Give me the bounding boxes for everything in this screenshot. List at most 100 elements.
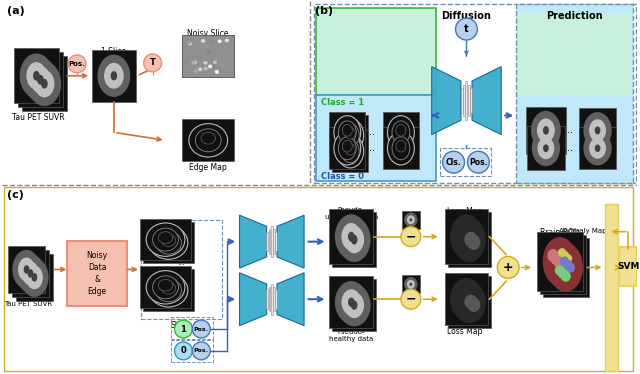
Ellipse shape [193, 61, 197, 64]
FancyBboxPatch shape [67, 240, 127, 306]
Ellipse shape [345, 128, 355, 139]
Ellipse shape [17, 254, 45, 293]
Bar [22, 56, 67, 111]
Ellipse shape [213, 60, 217, 64]
Ellipse shape [225, 39, 229, 42]
Text: Edge Map: Edge Map [189, 163, 227, 172]
Ellipse shape [563, 259, 572, 270]
Ellipse shape [407, 280, 415, 289]
Circle shape [467, 151, 490, 173]
Ellipse shape [20, 258, 49, 297]
Ellipse shape [396, 125, 406, 136]
Ellipse shape [20, 53, 53, 98]
Bar [332, 279, 376, 331]
Bar [332, 212, 376, 267]
Ellipse shape [201, 39, 205, 43]
Ellipse shape [188, 42, 192, 46]
FancyBboxPatch shape [518, 13, 632, 95]
Circle shape [175, 342, 193, 360]
Bar [182, 35, 234, 77]
Bar [527, 126, 564, 170]
Bar [579, 108, 616, 153]
Ellipse shape [152, 276, 179, 299]
Bar [445, 209, 488, 264]
FancyBboxPatch shape [620, 246, 637, 286]
Ellipse shape [543, 126, 549, 135]
Circle shape [497, 257, 519, 278]
Ellipse shape [392, 137, 410, 160]
Bar [143, 222, 195, 263]
Bar [266, 232, 268, 251]
Bar [330, 209, 373, 264]
Ellipse shape [407, 215, 415, 224]
Ellipse shape [31, 273, 37, 282]
Bar [332, 114, 368, 156]
Ellipse shape [351, 301, 358, 310]
Ellipse shape [464, 295, 477, 309]
Text: (c): (c) [6, 190, 24, 200]
Text: Tau PET SUVR: Tau PET SUVR [4, 301, 52, 307]
Ellipse shape [342, 125, 352, 136]
Ellipse shape [33, 71, 40, 81]
Text: −: − [406, 230, 416, 243]
Ellipse shape [564, 254, 572, 263]
Ellipse shape [538, 137, 554, 159]
Text: T: T [150, 58, 156, 67]
Bar [383, 111, 419, 153]
Ellipse shape [208, 65, 212, 68]
Circle shape [175, 320, 193, 338]
Text: Noisy
Data
&
Edge: Noisy Data & Edge [86, 251, 108, 295]
Ellipse shape [191, 61, 195, 65]
Ellipse shape [561, 251, 569, 260]
Bar [273, 287, 275, 312]
Bar [275, 289, 277, 309]
Ellipse shape [467, 235, 481, 250]
FancyBboxPatch shape [317, 8, 436, 95]
Circle shape [193, 342, 210, 360]
Bar [330, 276, 373, 328]
Text: Class = 0: Class = 0 [321, 172, 364, 181]
Ellipse shape [195, 129, 221, 152]
Ellipse shape [204, 45, 209, 48]
Ellipse shape [158, 279, 173, 291]
Ellipse shape [26, 266, 43, 289]
Text: (a): (a) [6, 6, 24, 16]
Ellipse shape [161, 235, 176, 246]
Bar [465, 81, 467, 120]
Bar [266, 289, 268, 309]
Bar [12, 249, 49, 297]
Ellipse shape [450, 278, 483, 321]
Bar [271, 284, 273, 315]
Ellipse shape [161, 282, 176, 294]
Text: Tau PET SUVR: Tau PET SUVR [12, 113, 65, 122]
Ellipse shape [558, 268, 568, 279]
Text: Cls.: Cls. [445, 158, 461, 167]
Text: Class = 1: Class = 1 [321, 98, 365, 107]
Bar [332, 131, 368, 172]
Bar [526, 107, 566, 154]
Ellipse shape [589, 119, 606, 142]
Text: Pos.: Pos. [194, 327, 209, 331]
Ellipse shape [404, 277, 417, 292]
Ellipse shape [337, 135, 364, 168]
Ellipse shape [341, 289, 361, 315]
Text: Pos.: Pos. [68, 61, 86, 67]
Ellipse shape [28, 61, 61, 106]
Text: Anomaly Map: Anomaly Map [559, 228, 607, 234]
Ellipse shape [453, 217, 486, 262]
Ellipse shape [595, 144, 600, 152]
Ellipse shape [392, 121, 410, 144]
Text: ...: ... [564, 125, 573, 135]
Text: Pos.: Pos. [469, 158, 488, 167]
Ellipse shape [560, 256, 569, 267]
Bar [269, 230, 271, 254]
Ellipse shape [337, 119, 364, 152]
Ellipse shape [584, 112, 612, 149]
Ellipse shape [341, 140, 359, 163]
Ellipse shape [467, 298, 481, 312]
Ellipse shape [149, 226, 188, 259]
Ellipse shape [558, 248, 566, 257]
Ellipse shape [344, 292, 364, 318]
Bar [8, 246, 45, 293]
Text: Slices: Slices [170, 321, 193, 330]
